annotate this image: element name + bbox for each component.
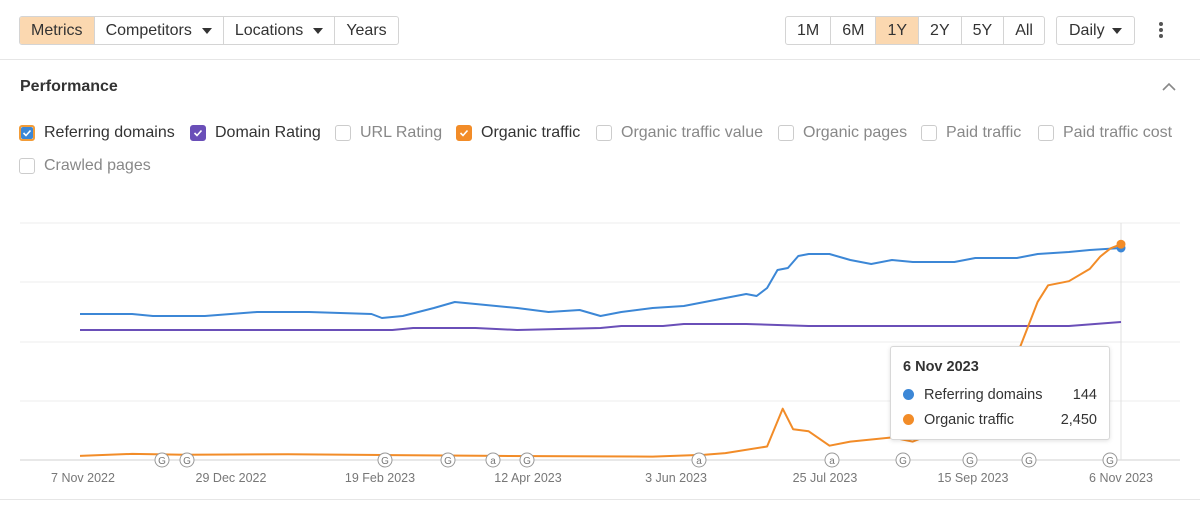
annotation-marker-icon[interactable]: G bbox=[519, 452, 535, 468]
annotation-marker-icon[interactable]: a bbox=[824, 452, 840, 468]
annotation-marker-icon[interactable]: G bbox=[440, 452, 456, 468]
annotation-marker-icon[interactable]: a bbox=[691, 452, 707, 468]
toggle-crawled-pages[interactable]: Crawled pages bbox=[19, 157, 151, 175]
series-end-point[interactable] bbox=[1116, 239, 1126, 249]
caret-down-icon bbox=[313, 27, 324, 34]
toggle-referring-domains[interactable]: Referring domains bbox=[19, 124, 175, 142]
svg-text:a: a bbox=[490, 456, 496, 467]
x-tick-label: 12 Apr 2023 bbox=[494, 471, 561, 485]
caret-down-icon bbox=[201, 27, 212, 34]
toolbar: Metrics Competitors Locations Years 1M 6… bbox=[0, 0, 1200, 60]
tooltip-row-referring-domains: Referring domains 144 bbox=[903, 382, 1097, 407]
annotation-marker-icon[interactable]: G bbox=[1021, 452, 1037, 468]
chart-tooltip: 6 Nov 2023 Referring domains 144 Organic… bbox=[890, 346, 1110, 440]
x-tick-label: 6 Nov 2023 bbox=[1089, 471, 1153, 485]
toggle-organic-pages[interactable]: Organic pages bbox=[778, 124, 907, 142]
annotation-marker-icon[interactable]: G bbox=[179, 452, 195, 468]
checkbox-icon bbox=[921, 125, 937, 141]
tab-locations-label: Locations bbox=[234, 21, 304, 39]
toggle-organic-traffic[interactable]: Organic traffic bbox=[456, 124, 580, 142]
more-options-icon[interactable] bbox=[1153, 19, 1169, 41]
series-dot-icon bbox=[903, 414, 914, 425]
tab-years[interactable]: Years bbox=[335, 17, 397, 44]
annotation-marker-icon[interactable]: G bbox=[1102, 452, 1118, 468]
svg-text:G: G bbox=[158, 456, 166, 467]
annotation-marker-icon[interactable]: G bbox=[154, 452, 170, 468]
toggle-label: Organic pages bbox=[803, 124, 908, 141]
svg-text:a: a bbox=[696, 456, 702, 467]
tab-years-label: Years bbox=[346, 21, 387, 39]
toggle-domain-rating[interactable]: Domain Rating bbox=[190, 124, 321, 142]
annotation-marker-icon[interactable]: G bbox=[962, 452, 978, 468]
checkbox-checked-icon bbox=[19, 125, 35, 141]
tab-competitors[interactable]: Competitors bbox=[95, 17, 224, 44]
view-tabs: Metrics Competitors Locations Years bbox=[19, 16, 399, 45]
series-line-referring-domains[interactable] bbox=[80, 247, 1122, 319]
checkbox-icon bbox=[19, 158, 35, 174]
checkbox-icon bbox=[335, 125, 351, 141]
annotation-marker-icon[interactable]: G bbox=[895, 452, 911, 468]
tooltip-series-name: Referring domains bbox=[924, 386, 1043, 403]
toggle-label: Referring domains bbox=[44, 124, 175, 141]
toggle-label: Paid traffic cost bbox=[1063, 124, 1173, 141]
range-6m-button[interactable]: 6M bbox=[831, 17, 877, 44]
svg-text:G: G bbox=[444, 456, 452, 467]
svg-text:G: G bbox=[523, 456, 531, 467]
toggle-paid-traffic-cost[interactable]: Paid traffic cost bbox=[1038, 124, 1172, 142]
x-tick-label: 25 Jul 2023 bbox=[793, 471, 858, 485]
toggle-url-rating[interactable]: URL Rating bbox=[335, 124, 442, 142]
tab-locations[interactable]: Locations bbox=[224, 17, 336, 44]
checkbox-icon bbox=[778, 125, 794, 141]
x-tick-label: 29 Dec 2022 bbox=[196, 471, 267, 485]
annotation-marker-icon[interactable]: a bbox=[485, 452, 501, 468]
divider bbox=[0, 499, 1200, 500]
toggle-label: URL Rating bbox=[360, 124, 443, 141]
tab-metrics-label: Metrics bbox=[31, 21, 83, 39]
svg-text:G: G bbox=[1106, 456, 1114, 467]
range-all-button[interactable]: All bbox=[1015, 21, 1033, 39]
svg-text:a: a bbox=[829, 456, 835, 467]
range-selector: 1M 6M 1Y 2Y 5Y All bbox=[785, 16, 1045, 45]
tab-metrics[interactable]: Metrics bbox=[20, 17, 95, 44]
toggle-organic-traffic-value[interactable]: Organic traffic value bbox=[596, 124, 763, 142]
tooltip-date: 6 Nov 2023 bbox=[903, 359, 979, 375]
range-1m-button[interactable]: 1M bbox=[786, 17, 832, 44]
series-line-domain-rating[interactable] bbox=[80, 321, 1122, 331]
toggle-label: Organic traffic bbox=[481, 124, 581, 141]
svg-text:G: G bbox=[899, 456, 907, 467]
range-2y-button[interactable]: 2Y bbox=[919, 17, 962, 44]
tooltip-series-value: 2,450 bbox=[1060, 411, 1097, 428]
toggle-label: Organic traffic value bbox=[621, 124, 763, 141]
chevron-up-icon[interactable] bbox=[1162, 82, 1176, 92]
checkbox-checked-icon bbox=[456, 125, 472, 141]
svg-text:G: G bbox=[183, 456, 191, 467]
toggle-label: Paid traffic bbox=[946, 124, 1022, 141]
caret-down-icon bbox=[1111, 27, 1122, 34]
toggle-label: Domain Rating bbox=[215, 124, 321, 141]
panel-title: Performance bbox=[20, 78, 118, 95]
range-5y-button[interactable]: 5Y bbox=[962, 17, 1005, 44]
tab-competitors-label: Competitors bbox=[105, 21, 192, 39]
svg-text:G: G bbox=[966, 456, 974, 467]
granularity-dropdown[interactable]: Daily bbox=[1056, 16, 1135, 45]
series-dot-icon bbox=[903, 389, 914, 400]
x-tick-label: 15 Sep 2023 bbox=[938, 471, 1009, 485]
checkbox-checked-icon bbox=[190, 125, 206, 141]
x-tick-label: 7 Nov 2022 bbox=[51, 471, 115, 485]
tooltip-row-organic-traffic: Organic traffic 2,450 bbox=[903, 407, 1097, 432]
granularity-label: Daily bbox=[1069, 21, 1105, 39]
tooltip-series-value: 144 bbox=[1072, 386, 1097, 403]
toggle-label: Crawled pages bbox=[44, 157, 151, 174]
range-1y-button[interactable]: 1Y bbox=[876, 17, 920, 44]
tooltip-series-name: Organic traffic bbox=[924, 411, 1014, 428]
svg-text:G: G bbox=[381, 456, 389, 467]
annotation-marker-icon[interactable]: G bbox=[377, 452, 393, 468]
x-tick-label: 3 Jun 2023 bbox=[645, 471, 707, 485]
checkbox-icon bbox=[1038, 125, 1054, 141]
checkbox-icon bbox=[596, 125, 612, 141]
svg-text:G: G bbox=[1025, 456, 1033, 467]
toggle-paid-traffic[interactable]: Paid traffic bbox=[921, 124, 1021, 142]
x-tick-label: 19 Feb 2023 bbox=[345, 471, 415, 485]
